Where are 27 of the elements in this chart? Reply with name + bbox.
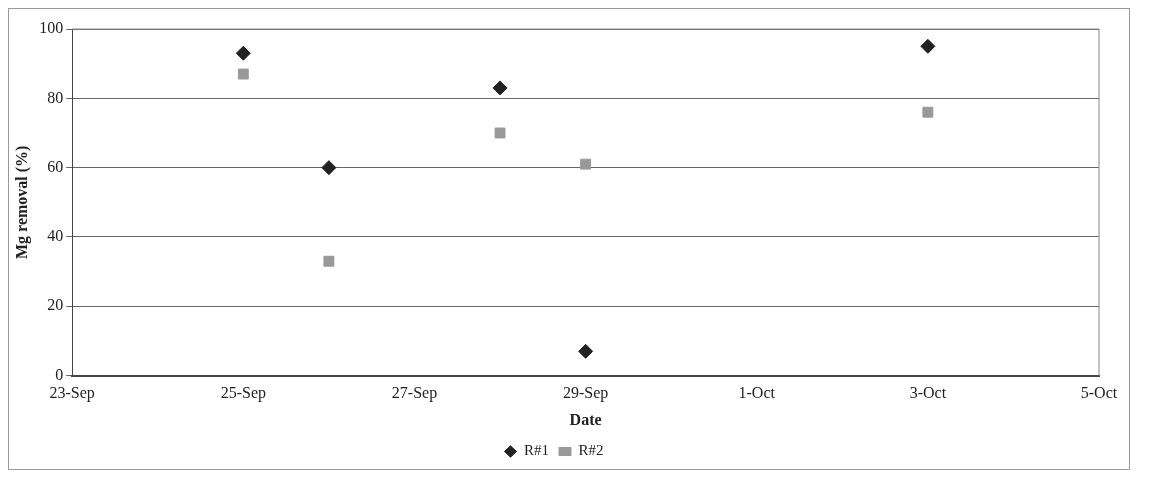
x-tick-label: 1-Oct: [738, 384, 776, 402]
point: [920, 38, 936, 54]
point: [323, 255, 335, 267]
x-tick-label: 25-Sep: [220, 384, 266, 403]
y-tick-label: 0: [55, 365, 64, 383]
point: [580, 158, 592, 170]
point: [922, 106, 934, 118]
y-tick-label: 60: [47, 157, 64, 175]
legend-label: R#2: [578, 442, 604, 459]
legend-label: R#1: [524, 442, 550, 459]
x-tick-label: 5-Oct: [1080, 384, 1118, 402]
x-axis-title: Date: [569, 410, 602, 428]
y-axis-title: Mg removal (%): [12, 145, 31, 260]
point: [321, 160, 337, 176]
point: [578, 343, 594, 359]
x-tick-label: 3-Oct: [909, 384, 947, 402]
y-tick-label: 80: [47, 88, 64, 106]
x-tick-label: 27-Sep: [391, 384, 438, 403]
y-tick-label: 20: [47, 296, 64, 314]
point: [492, 80, 508, 96]
y-tick-label: 40: [47, 227, 64, 245]
point: [237, 68, 249, 80]
point: [494, 127, 506, 139]
point: [235, 45, 251, 61]
y-tick-label: 100: [39, 19, 64, 37]
x-tick-label: 23-Sep: [49, 384, 95, 403]
x-tick-label: 29-Sep: [562, 384, 609, 403]
